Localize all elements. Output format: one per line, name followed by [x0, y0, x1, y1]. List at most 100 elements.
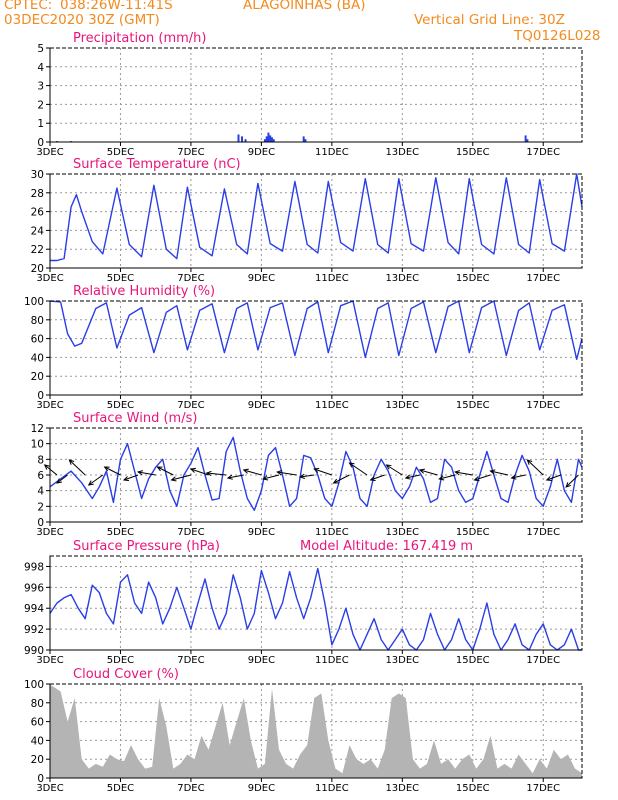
y-tick-label: 10	[31, 439, 44, 451]
wind-vector	[56, 474, 68, 484]
x-tick-label: 15DEC	[456, 527, 490, 538]
x-tick-label: 15DEC	[456, 655, 490, 666]
y-tick-label: 30	[31, 169, 44, 181]
wind-vector-head	[156, 466, 163, 472]
precip-bar	[237, 134, 240, 142]
panel-title: Precipitation (mm/h)	[73, 31, 206, 46]
precip-bar	[526, 139, 529, 142]
wind-vector	[565, 474, 579, 488]
wind-vector	[314, 468, 333, 476]
wind-vector-head	[68, 459, 75, 465]
x-tick-label: 15DEC	[456, 273, 490, 284]
chart-header: CPTEC: 038:26W-11:41S ALAGOINHAS (BA) 03…	[0, 0, 618, 48]
y-tick-label: 20	[31, 263, 44, 275]
panel-frame	[49, 47, 583, 143]
x-tick-label: 3DEC	[36, 147, 63, 158]
wind-vector	[190, 468, 209, 476]
panel-frame	[49, 555, 583, 651]
y-tick-label: 996	[24, 582, 44, 594]
y-tick-label: 28	[31, 188, 44, 200]
y-tick-label: 40	[31, 735, 44, 747]
wind-vector	[157, 466, 174, 476]
panel-3	[43, 427, 583, 526]
precip-bar	[272, 139, 275, 142]
x-tick-label: 11DEC	[315, 273, 349, 284]
wind-vector	[69, 459, 86, 476]
wind-vector	[490, 470, 509, 476]
precip-bar	[265, 136, 268, 142]
y-tick-label: 2	[37, 99, 44, 111]
wind-vector-head	[454, 470, 461, 476]
precip-bar	[241, 136, 244, 142]
wind-vector-head	[332, 478, 339, 484]
panel-title: Surface Pressure (hPa)	[73, 539, 220, 554]
x-tick-label: 5DEC	[107, 783, 134, 794]
y-tick-label: 100	[24, 296, 44, 308]
y-tick-label: 990	[24, 645, 44, 657]
wind-vector	[349, 462, 368, 476]
x-tick-label: 11DEC	[315, 527, 349, 538]
panel-title: Cloud Cover (%)	[73, 667, 179, 682]
wind-vector-head	[489, 469, 496, 475]
wind-vector	[333, 474, 350, 484]
precip-bar	[304, 139, 307, 142]
header-run-time: 03DEC2020 30Z (GMT)	[4, 12, 160, 28]
wind-vector	[455, 471, 473, 476]
y-tick-label: 8	[37, 454, 44, 466]
wind-vector-head	[122, 476, 130, 482]
wind-vector	[243, 469, 262, 476]
y-tick-label: 100	[24, 679, 44, 691]
header-location: ALAGOINHAS (BA)	[243, 0, 366, 13]
wind-vector-head	[369, 476, 376, 482]
series-line	[49, 300, 583, 360]
wind-vector	[137, 471, 156, 476]
x-tick-label: 3DEC	[36, 655, 63, 666]
y-tick-label: 20	[31, 754, 44, 766]
precip-bar	[263, 139, 266, 142]
x-tick-label: 9DEC	[248, 273, 275, 284]
wind-vector-head	[545, 476, 552, 482]
y-tick-label: 80	[31, 698, 44, 710]
header-source: CPTEC:	[4, 0, 53, 13]
wind-vector-head	[262, 475, 269, 481]
wind-vector-head	[438, 475, 445, 481]
wind-vector-head	[43, 464, 50, 470]
x-tick-label: 17DEC	[526, 400, 560, 411]
panel-0	[46, 47, 583, 146]
y-tick-label: 80	[31, 315, 44, 327]
x-tick-label: 13DEC	[385, 655, 419, 666]
wind-vector-head	[205, 470, 212, 477]
y-tick-label: 0	[37, 137, 44, 149]
x-tick-label: 3DEC	[36, 400, 63, 411]
x-tick-label: 17DEC	[526, 783, 560, 794]
wind-vector-head	[510, 474, 517, 480]
x-tick-label: 13DEC	[385, 147, 419, 158]
x-tick-label: 5DEC	[107, 527, 134, 538]
cloud-cover-area	[50, 684, 582, 778]
wind-vector	[277, 471, 297, 476]
wind-vector-head	[526, 459, 533, 465]
x-tick-label: 17DEC	[526, 273, 560, 284]
y-tick-label: 998	[24, 561, 44, 573]
x-tick-label: 17DEC	[526, 147, 560, 158]
wind-vector-head	[103, 466, 110, 472]
wind-vector	[546, 474, 562, 481]
x-tick-label: 5DEC	[107, 147, 134, 158]
x-tick-label: 13DEC	[385, 527, 419, 538]
x-tick-label: 5DEC	[107, 400, 134, 411]
x-tick-label: 3DEC	[36, 273, 63, 284]
wind-vector	[527, 459, 544, 476]
precip-bar	[524, 135, 527, 142]
y-tick-label: 0	[37, 390, 44, 402]
x-tick-label: 13DEC	[385, 400, 419, 411]
wind-vector-head	[299, 473, 306, 479]
x-tick-label: 9DEC	[248, 400, 275, 411]
panel-annotation: Model Altitude: 167.419 m	[300, 539, 473, 554]
wind-vector	[370, 474, 385, 481]
panel-4	[46, 555, 583, 654]
y-tick-label: 20	[31, 371, 44, 383]
header-model-id: TQ0126L028	[514, 28, 601, 44]
y-tick-label: 22	[31, 244, 44, 256]
wind-vector	[206, 472, 227, 476]
wind-vector-head	[348, 462, 355, 468]
